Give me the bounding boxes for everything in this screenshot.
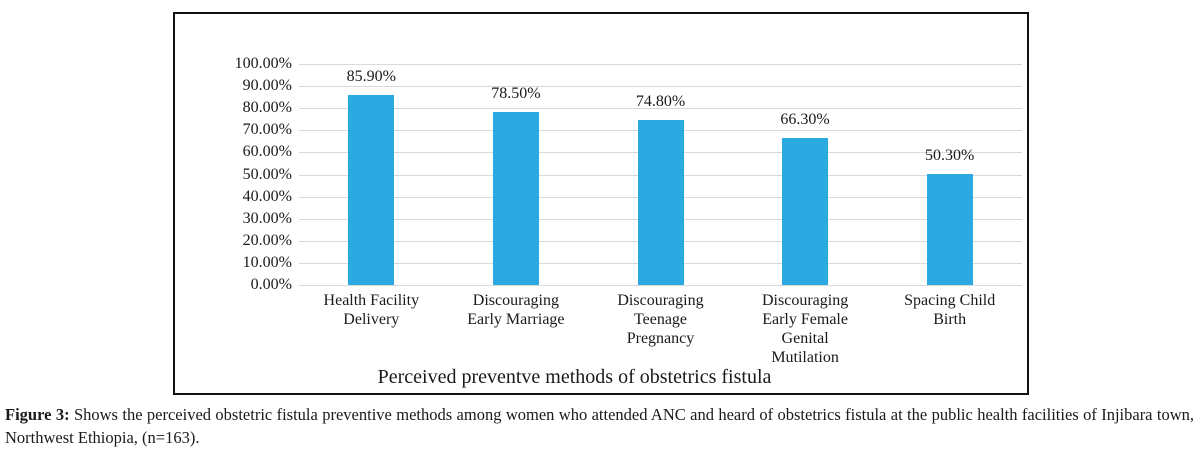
gridline: [299, 108, 1022, 110]
y-tick-label: 50.00%: [242, 165, 292, 183]
bar-value-label: 50.30%: [925, 146, 975, 164]
bar-discouraging-teenage-pregnancy: [637, 119, 684, 285]
bar-value-label: 85.90%: [346, 68, 396, 86]
figure-caption-text: Shows the perceived obstetric fistula pr…: [5, 405, 1195, 447]
y-tick-label: 10.00%: [242, 253, 292, 271]
y-tick-label: 0.00%: [250, 276, 292, 293]
gridline: [299, 285, 1022, 286]
y-tick-label: 30.00%: [242, 209, 292, 227]
figure-caption-label: Figure 3:: [5, 405, 70, 424]
category-label: Spacing Child Birth: [904, 292, 996, 328]
bar-value-label: 78.50%: [491, 84, 541, 102]
bar-value-label: 66.30%: [780, 111, 830, 129]
category-label: Discouraging Early Marriage: [467, 292, 565, 328]
bar-spacing-child-birth: [926, 173, 973, 285]
y-tick-label: 80.00%: [242, 99, 292, 117]
y-tick-label: 20.00%: [242, 231, 292, 249]
category-label: Discouraging Early Female Genital Mutila…: [761, 292, 849, 366]
gridline: [299, 64, 1022, 65]
chart-frame: 85.90% 78.50% 74.80% 66.30% 50.30% 100.00% 90…: [173, 12, 1029, 395]
bar-discouraging-early-female-genital-mutilation: [782, 138, 829, 285]
y-tick-label: 90.00%: [242, 77, 292, 95]
x-axis-title: Perceived preventve methods of obstetric…: [377, 366, 772, 388]
y-tick-label: 70.00%: [242, 121, 292, 139]
y-tick-label: 60.00%: [242, 143, 292, 161]
y-tick-label: 100.00%: [234, 55, 292, 72]
bar-value-label: 74.80%: [635, 92, 686, 110]
plot-area: 85.90% 78.50% 74.80% 66.30% 50.30%: [299, 64, 1022, 286]
bar-discouraging-early-marriage: [492, 111, 539, 285]
category-label: Discouraging Teenage Pregnancy: [617, 292, 704, 347]
bar-health-facility-delivery: [348, 95, 395, 285]
figure-caption: Figure 3: Shows the perceived obstetric …: [5, 403, 1194, 449]
category-label: Health Facility Delivery: [323, 292, 420, 328]
y-tick-label: 40.00%: [242, 187, 292, 205]
gridline: [299, 86, 1022, 88]
